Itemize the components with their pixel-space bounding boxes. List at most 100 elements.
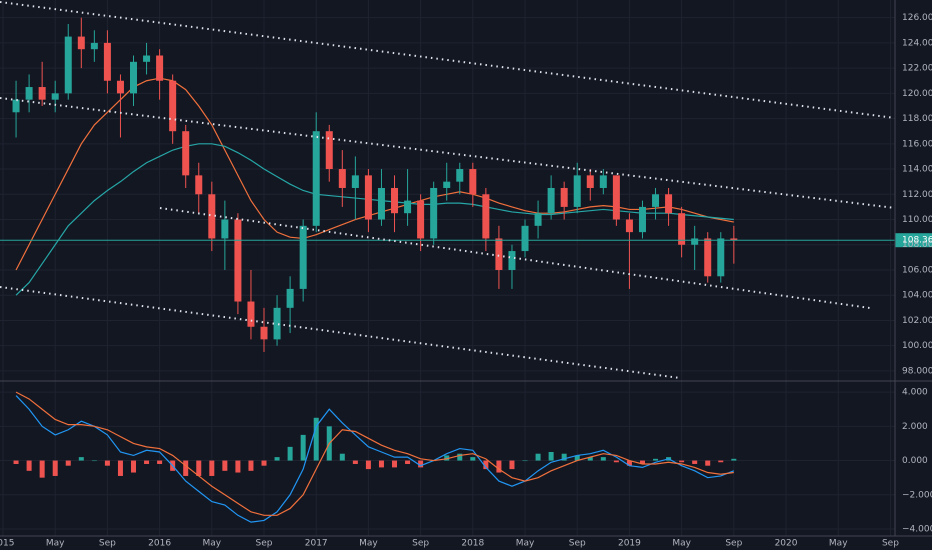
x-tick-label: May: [46, 539, 65, 549]
x-tick-label: May: [516, 539, 535, 549]
histogram-bar: [274, 457, 280, 461]
candle-body: [678, 213, 686, 245]
candle-body: [717, 238, 725, 277]
histogram-bar: [535, 453, 541, 461]
histogram-bar: [13, 460, 19, 464]
histogram-bar: [248, 460, 254, 471]
histogram-bar: [117, 460, 123, 476]
candle-body: [521, 225, 529, 252]
channel-lines: [0, 1, 896, 379]
y-tick-label: 112.000: [902, 190, 932, 200]
candle-body: [730, 238, 738, 241]
histogram-bar: [52, 460, 58, 476]
candle-body: [560, 187, 568, 207]
histogram-bar: [405, 460, 411, 464]
candle-body: [338, 169, 346, 188]
candle-body: [625, 219, 633, 233]
histogram-bar: [679, 460, 685, 463]
candle-body: [443, 181, 451, 188]
candle-body: [351, 175, 359, 188]
y-tick-label: 110.000: [902, 215, 932, 225]
x-tick-label: 2020: [775, 539, 798, 549]
candle-body: [364, 175, 372, 220]
x-tick-label: 2015: [0, 539, 14, 549]
histogram-bar: [522, 460, 528, 462]
x-tick-label: May: [203, 539, 222, 549]
histogram-bar: [26, 460, 32, 471]
histogram-bar: [653, 458, 659, 461]
candle-body: [612, 175, 620, 220]
candle-body: [143, 55, 151, 62]
y-tick-label: 98.000: [902, 366, 932, 376]
histogram-bar: [339, 453, 345, 461]
histogram-bar: [287, 446, 293, 461]
candle-body: [652, 194, 660, 207]
channel-line: [0, 1, 896, 119]
candle-body: [130, 61, 138, 94]
histogram-bar: [157, 460, 163, 464]
histogram-bar: [509, 460, 515, 470]
candle-body: [312, 131, 320, 226]
histogram-bar: [639, 460, 645, 464]
histogram-bar: [365, 460, 371, 470]
candle-body: [247, 301, 255, 327]
candle-body: [182, 131, 190, 176]
candle-body: [391, 187, 399, 214]
labels: 98.000 100.000 102.000 104.000 106.000 108.00…: [0, 13, 932, 548]
x-tick-label: Sep: [882, 539, 899, 549]
histogram-bar: [731, 458, 737, 461]
y-tick-label: 120.000: [902, 89, 932, 99]
candle-body: [299, 225, 307, 289]
indicator-line: [15, 391, 734, 516]
histogram-bar: [65, 460, 71, 466]
histogram-bar: [613, 460, 619, 463]
histogram-bar: [378, 460, 384, 468]
candle-body: [273, 307, 281, 340]
candle-body: [417, 200, 425, 239]
candle-body: [430, 187, 438, 239]
candle-body: [599, 175, 607, 188]
x-tick-label: Sep: [256, 539, 273, 549]
histogram-bar: [587, 457, 593, 461]
y-tick-label: 116.000: [902, 139, 932, 149]
candle-body: [404, 200, 412, 214]
candle-body: [260, 326, 268, 340]
y-tick-label: −2.000: [902, 490, 932, 500]
candle-body: [377, 187, 385, 220]
x-tick-label: 2016: [148, 539, 171, 549]
y-tick-label: 100.000: [902, 341, 932, 351]
histogram-bar: [300, 434, 306, 461]
y-tick-label: 124.000: [902, 38, 932, 48]
candle-body: [469, 169, 477, 195]
y-tick-label: 104.000: [902, 291, 932, 301]
marks: [0, 17, 932, 523]
candle-body: [547, 187, 555, 214]
histogram-bar: [222, 460, 228, 471]
candle-body: [25, 87, 33, 100]
x-tick-label: May: [829, 539, 848, 549]
y-tick-label: 2.000: [902, 422, 928, 432]
candle-body: [103, 42, 111, 81]
candle-body: [495, 238, 503, 270]
candle-body: [665, 194, 673, 214]
x-tick-label: 2017: [305, 539, 328, 549]
indicator-line: [15, 395, 735, 523]
y-tick-label: 118.000: [902, 114, 932, 124]
histogram-bar: [483, 460, 489, 470]
candle-body: [12, 99, 20, 113]
histogram-bar: [313, 417, 319, 461]
candle-body: [77, 36, 85, 50]
y-tick-label: 114.000: [902, 165, 932, 175]
histogram-bar: [705, 460, 711, 466]
x-tick-label: May: [672, 539, 691, 549]
histogram-bar: [600, 457, 606, 461]
histogram-bar: [131, 460, 137, 473]
x-tick-label: Sep: [412, 539, 429, 549]
histogram-bar: [144, 460, 150, 464]
histogram-bar: [104, 460, 110, 466]
y-tick-label: −4.000: [902, 524, 932, 534]
histogram-bar: [78, 457, 84, 461]
histogram-bar: [392, 460, 398, 468]
candle-body: [195, 175, 203, 195]
